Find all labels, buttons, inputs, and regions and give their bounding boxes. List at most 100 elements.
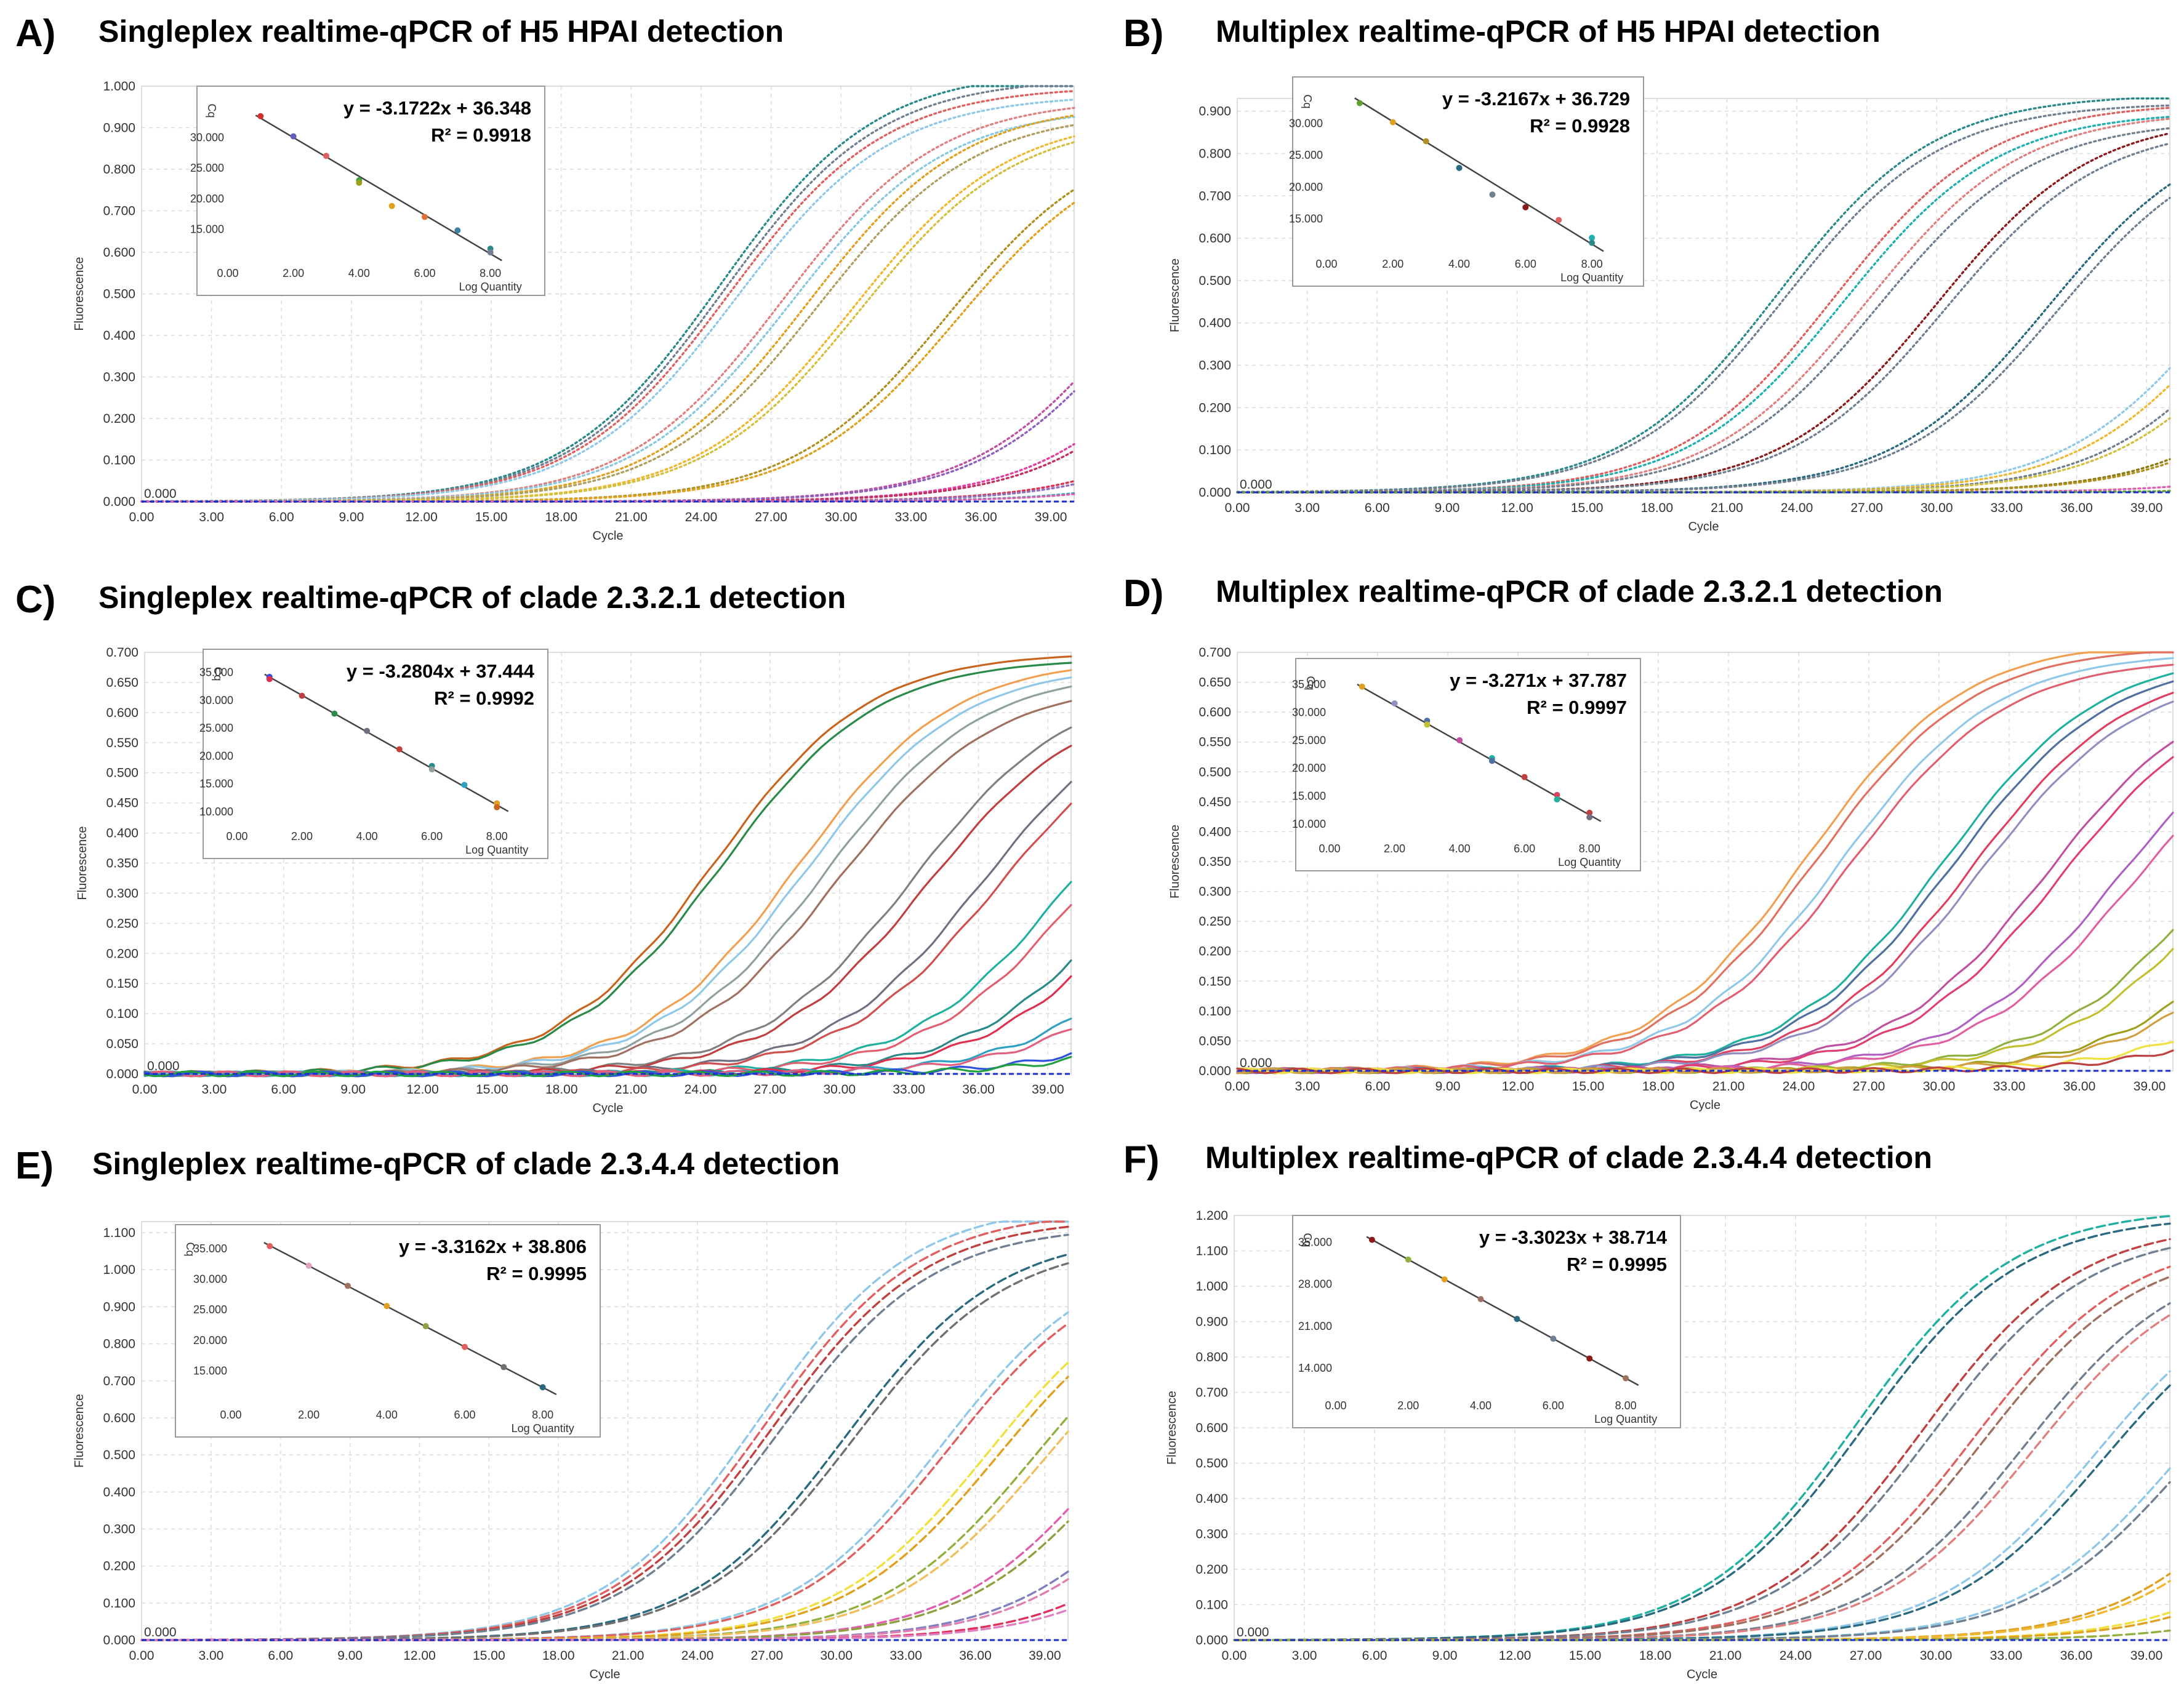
y-tick-label: 0.650 (1198, 676, 1231, 690)
standard-curve-point (428, 766, 435, 773)
x-tick-label: 27.00 (755, 510, 787, 524)
regression-r2: R² = 0.9997 (1527, 697, 1627, 718)
standard-curve-point (539, 1384, 546, 1391)
y-tick-label: 0.000 (106, 1067, 139, 1081)
y-tick-label: 0.000 (1195, 1633, 1228, 1647)
standard-curve-point (1586, 814, 1593, 820)
y-tick-label: 0.800 (103, 162, 135, 177)
panel-letter: E) (15, 1145, 54, 1187)
standard-curve-point (1589, 239, 1596, 246)
inset-x-axis-title: Log Quantity (465, 844, 528, 856)
inset-x-tick-label: 8.00 (486, 830, 508, 842)
standard-curve-fit-line (255, 114, 502, 262)
panel-title: Singleplex realtime-qPCR of clade 2.3.2.… (98, 580, 846, 615)
inset-y-tick-label: 10.000 (1292, 818, 1326, 830)
x-tick-label: 3.00 (1295, 501, 1320, 515)
x-tick-label: 33.00 (1990, 1649, 2023, 1663)
regression-equation: y = -3.2167x + 36.729 (1442, 88, 1630, 110)
y-axis-title: Fluorescence (1168, 258, 1182, 332)
y-tick-label: 0.150 (106, 977, 139, 991)
y-axis-title: Fluorescence (1168, 825, 1182, 899)
inset-x-tick-label: 0.00 (226, 830, 247, 842)
standard-curve-point (462, 1343, 468, 1350)
standard-curve-point (422, 214, 428, 220)
regression-equation: y = -3.3023x + 38.714 (1479, 1227, 1668, 1248)
x-tick-label: 39.00 (1029, 1649, 1061, 1663)
y-tick-label: 0.000 (1198, 486, 1231, 500)
regression-equation: y = -3.3162x + 38.806 (399, 1236, 587, 1257)
inset-y-axis-title: Cq (1301, 94, 1314, 108)
inset-y-tick-label: 10.000 (199, 806, 233, 818)
y-tick-label: 0.250 (1198, 915, 1231, 929)
x-axis-title: Cycle (1690, 1099, 1720, 1112)
y-tick-label: 0.000 (1198, 1064, 1231, 1078)
standard-curve-point (1368, 1236, 1375, 1243)
x-tick-label: 21.00 (1712, 1079, 1745, 1094)
standard-curve-point (267, 1243, 273, 1249)
regression-r2: R² = 0.9995 (1567, 1254, 1667, 1275)
inset-y-tick-label: 35.000 (193, 1243, 227, 1255)
y-axis-title: Fluorescence (73, 1394, 86, 1468)
y-tick-label: 0.900 (103, 121, 135, 135)
x-tick-label: 24.00 (1783, 1079, 1815, 1094)
standard-curve-point (290, 133, 297, 140)
standard-curve-point (364, 727, 371, 734)
y-tick-label: 0.100 (103, 1596, 135, 1611)
inset-frame (1295, 658, 1641, 871)
y-tick-label: 0.000 (103, 1633, 135, 1647)
x-tick-label: 39.00 (1032, 1083, 1064, 1097)
x-tick-label: 0.00 (1225, 501, 1250, 515)
inset-y-axis-title: Cq (206, 103, 218, 118)
standard-curve-point (396, 746, 403, 753)
standard-curve-point (323, 153, 329, 159)
x-tick-label: 18.00 (1640, 501, 1673, 515)
x-tick-label: 12.00 (403, 1649, 436, 1663)
x-tick-label: 9.00 (337, 1649, 363, 1663)
standard-curve-fit-line (1357, 683, 1602, 822)
chart-panel-a: A) Singleplex realtime-qPCR of H5 HPAI de… (15, 12, 1075, 543)
threshold-label: 0.000 (1237, 1625, 1269, 1639)
inset-x-tick-label: 8.00 (480, 267, 501, 279)
inset-x-axis-title: Log Quantity (512, 1422, 574, 1435)
inset-y-tick-label: 30.000 (190, 132, 224, 144)
inset-y-tick-label: 28.000 (1298, 1278, 1332, 1291)
inset-y-tick-label: 15.000 (190, 223, 224, 235)
inset-x-axis-title: Log Quantity (459, 281, 522, 293)
x-axis-title: Cycle (1687, 1668, 1717, 1681)
standard-curve-inset: 0.00 2.00 4.00 6.00 8.00 15.000 20.000 25.000 30… (175, 1224, 601, 1438)
x-tick-label: 15.00 (1572, 1079, 1605, 1094)
standard-curve-point (388, 202, 395, 209)
y-tick-label: 0.700 (103, 1374, 135, 1388)
y-tick-label: 0.100 (103, 454, 135, 468)
standard-curve-point (1391, 700, 1398, 706)
inset-frame (175, 1224, 601, 1438)
y-tick-label: 0.350 (106, 857, 139, 871)
standard-curve-inset: 0.00 2.00 4.00 6.00 8.00 15.000 20.000 25.000 30… (1289, 76, 1644, 287)
x-tick-label: 39.00 (1035, 510, 1067, 524)
inset-x-tick-label: 6.00 (1543, 1399, 1564, 1412)
y-tick-label: 0.500 (106, 766, 139, 780)
y-tick-label: 0.300 (1198, 359, 1231, 373)
y-tick-label: 0.600 (103, 246, 135, 260)
inset-y-tick-label: 20.000 (190, 193, 224, 205)
y-tick-label: 0.200 (103, 412, 135, 426)
standard-curve-point (1623, 1375, 1629, 1382)
y-tick-label: 0.300 (1195, 1527, 1228, 1542)
standard-curve-point (1456, 164, 1463, 171)
x-tick-label: 6.00 (1362, 1649, 1387, 1663)
inset-y-tick-label: 25.000 (1292, 734, 1326, 746)
x-tick-label: 6.00 (268, 1649, 293, 1663)
standard-curve-fit-line (1366, 1236, 1639, 1386)
y-tick-label: 0.100 (106, 1007, 139, 1021)
x-tick-label: 12.00 (405, 510, 438, 524)
standard-curve-point (1423, 138, 1429, 145)
x-tick-label: 30.00 (1921, 501, 1953, 515)
x-tick-label: 0.00 (132, 1083, 158, 1097)
standard-curve-point (1356, 100, 1363, 106)
y-tick-label: 1.000 (103, 1263, 135, 1277)
panel-letter: C) (15, 578, 55, 621)
regression-equation: y = -3.2804x + 37.444 (347, 660, 535, 682)
standard-curve-point (1456, 737, 1463, 743)
x-tick-label: 30.00 (1923, 1079, 1956, 1094)
